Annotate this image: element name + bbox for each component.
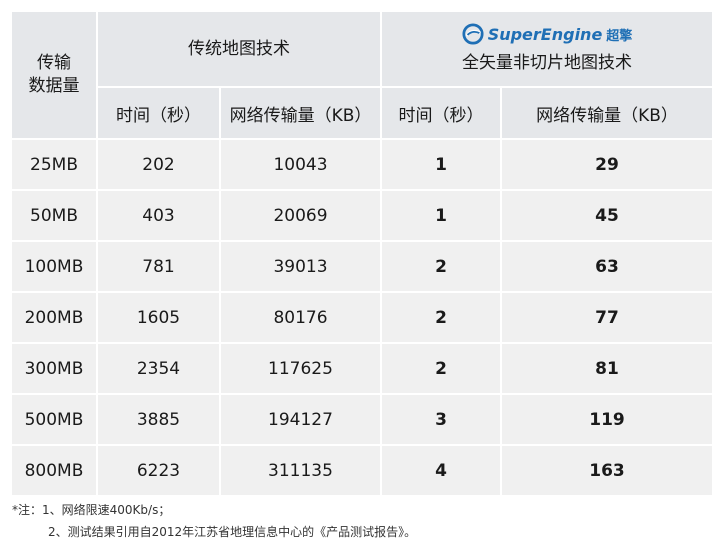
data-size-cell: 800MB: [12, 446, 96, 495]
data-size-header: 传输 数据量: [12, 12, 96, 138]
vector-group-header: SuperEngine 超擎 全矢量非切片地图技术: [382, 12, 712, 86]
traditional-traffic-header: 网络传输量（KB）: [221, 88, 380, 138]
header-row-2: 时间（秒） 网络传输量（KB） 时间（秒） 网络传输量（KB）: [12, 88, 712, 138]
traditional-group-header: 传统地图技术: [98, 12, 380, 86]
vector-traffic-cell: 29: [502, 140, 712, 189]
vector-traffic-header: 网络传输量（KB）: [502, 88, 712, 138]
comparison-table: 传输 数据量 传统地图技术 SuperEngine 超擎 全矢量非切片地图技术 …: [10, 10, 714, 497]
vector-title: 全矢量非切片地图技术: [462, 53, 632, 73]
vector-time-cell: 1: [382, 140, 500, 189]
footnotes: *注：1、网络限速400Kb/s； 2、测试结果引用自2012年江苏省地理信息中…: [12, 499, 416, 543]
data-size-cell: 300MB: [12, 344, 96, 393]
header-row-1: 传输 数据量 传统地图技术 SuperEngine 超擎 全矢量非切片地图技术: [12, 12, 712, 138]
data-size-cell: 200MB: [12, 293, 96, 342]
traditional-traffic-cell: 39013: [221, 242, 380, 291]
traditional-traffic-cell: 80176: [221, 293, 380, 342]
table-row: 200MB 1605 80176 2 77: [12, 293, 712, 342]
traditional-traffic-cell: 194127: [221, 395, 380, 444]
vector-traffic-cell: 163: [502, 446, 712, 495]
traditional-time-cell: 3885: [98, 395, 219, 444]
table-row: 300MB 2354 117625 2 81: [12, 344, 712, 393]
vector-time-cell: 2: [382, 293, 500, 342]
table-row: 50MB 403 20069 1 45: [12, 191, 712, 240]
footnote-1: *注：1、网络限速400Kb/s；: [12, 503, 171, 517]
vector-time-cell: 1: [382, 191, 500, 240]
table-row: 25MB 202 10043 1 29: [12, 140, 712, 189]
footnote-2: 2、测试结果引用自2012年江苏省地理信息中心的《产品测试报告》。: [48, 525, 417, 539]
brand-name-cn: 超擎: [606, 28, 633, 44]
traditional-traffic-cell: 311135: [221, 446, 380, 495]
data-size-cell: 50MB: [12, 191, 96, 240]
vector-traffic-cell: 77: [502, 293, 712, 342]
table-row: 100MB 781 39013 2 63: [12, 242, 712, 291]
vector-traffic-cell: 45: [502, 191, 712, 240]
table-row: 500MB 3885 194127 3 119: [12, 395, 712, 444]
data-size-cell: 25MB: [12, 140, 96, 189]
vector-time-cell: 2: [382, 242, 500, 291]
traditional-time-cell: 2354: [98, 344, 219, 393]
traditional-time-cell: 1605: [98, 293, 219, 342]
traditional-traffic-cell: 20069: [221, 191, 380, 240]
vector-time-cell: 3: [382, 395, 500, 444]
traditional-time-cell: 6223: [98, 446, 219, 495]
traditional-traffic-cell: 117625: [221, 344, 380, 393]
data-size-header-line1: 传输: [37, 53, 71, 73]
traditional-time-header: 时间（秒）: [98, 88, 219, 138]
traditional-time-cell: 202: [98, 140, 219, 189]
data-size-cell: 500MB: [12, 395, 96, 444]
traditional-title: 传统地图技术: [188, 39, 290, 59]
vector-traffic-cell: 63: [502, 242, 712, 291]
traditional-time-cell: 403: [98, 191, 219, 240]
brand-name-en: SuperEngine: [487, 24, 603, 44]
data-size-cell: 100MB: [12, 242, 96, 291]
table-row: 800MB 6223 311135 4 163: [12, 446, 712, 495]
traditional-time-cell: 781: [98, 242, 219, 291]
vector-time-header: 时间（秒）: [382, 88, 500, 138]
vector-time-cell: 4: [382, 446, 500, 495]
data-size-header-line2: 数据量: [28, 76, 80, 96]
vector-traffic-cell: 119: [502, 395, 712, 444]
vector-traffic-cell: 81: [502, 344, 712, 393]
brand-logo: SuperEngine 超擎: [462, 23, 633, 45]
vector-time-cell: 2: [382, 344, 500, 393]
superengine-logo-icon: [462, 23, 484, 45]
traditional-traffic-cell: 10043: [221, 140, 380, 189]
